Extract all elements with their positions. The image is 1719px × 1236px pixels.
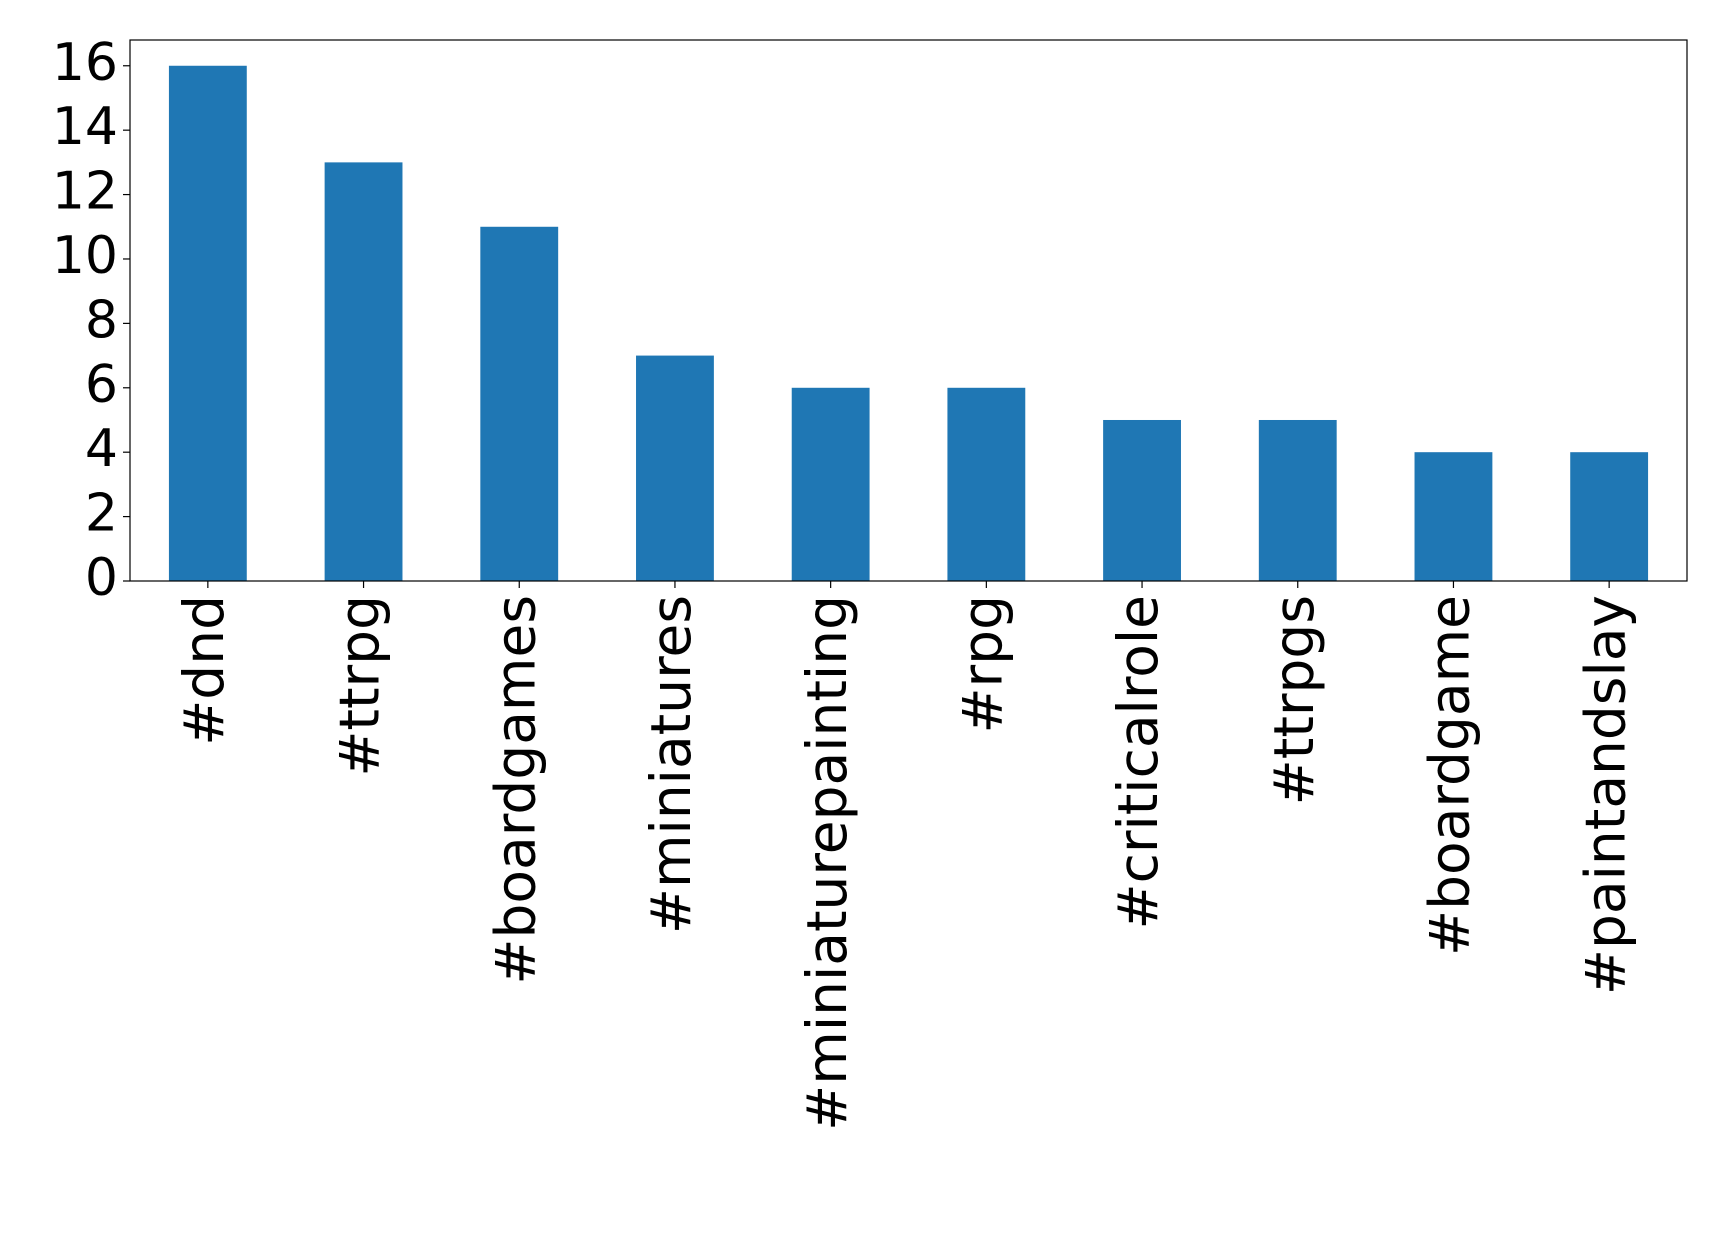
x-tick-label: #miniatures (639, 595, 703, 934)
bar (324, 162, 403, 581)
x-tick-label: #dnd (172, 595, 236, 746)
x-tick-label: #ttrpgs (1262, 595, 1326, 805)
bar (636, 355, 714, 581)
x-tick-label: #miniaturepainting (795, 595, 859, 1131)
x-tick-label: #boardgame (1418, 595, 1482, 956)
bar (791, 387, 870, 581)
y-tick-label: 4 (85, 419, 118, 479)
bar (1258, 419, 1337, 581)
y-tick-label: 10 (52, 226, 118, 286)
x-tick-label: #boardgames (483, 595, 547, 985)
bar (168, 65, 247, 581)
x-tick-label: #criticalrole (1106, 595, 1170, 929)
bar (480, 226, 559, 581)
y-tick-label: 8 (85, 290, 118, 350)
x-tick-label: #paintandslay (1573, 595, 1637, 995)
bar (1414, 452, 1493, 581)
y-tick-label: 6 (85, 355, 118, 415)
x-tick-label: #ttrpg (328, 595, 392, 777)
x-tick-label: #rpg (950, 595, 1014, 734)
bar (1103, 419, 1181, 581)
y-tick-label: 16 (52, 33, 118, 93)
y-tick-label: 2 (85, 484, 118, 544)
bar (947, 387, 1026, 581)
y-tick-label: 12 (52, 162, 118, 222)
y-tick-label: 14 (52, 97, 118, 157)
bar (1570, 452, 1649, 581)
y-tick-label: 0 (85, 548, 118, 608)
axes-frame (129, 39, 1688, 582)
